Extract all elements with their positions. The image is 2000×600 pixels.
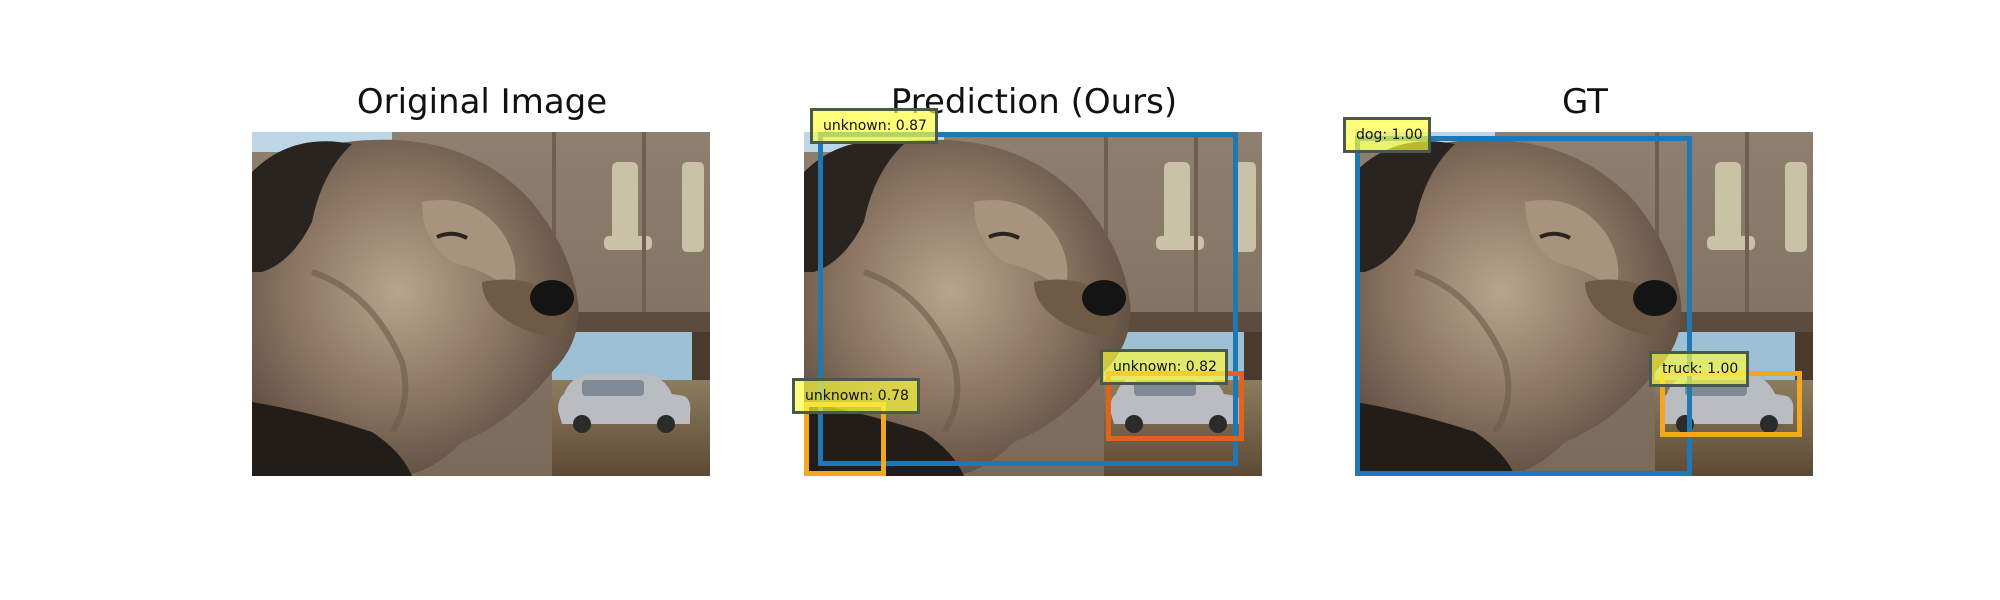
gt-dog-label: dog: 1.00 xyxy=(1343,117,1431,153)
panel-gt: GT dog: 1.00 truck: 1.00 xyxy=(1343,0,1815,600)
pred-car-label: unknown: 0.82 xyxy=(1100,349,1228,385)
gt-truck-label: truck: 1.00 xyxy=(1649,351,1749,387)
panel-title-gt: GT xyxy=(1562,82,1608,122)
panel-original: Original Image xyxy=(252,0,712,600)
pred-dog-box xyxy=(818,132,1238,466)
pred-collar-label: unknown: 0.78 xyxy=(792,378,920,414)
gt-dog-box xyxy=(1355,136,1692,476)
pred-dog-label: unknown: 0.87 xyxy=(810,108,938,144)
panel-title-prediction: Prediction (Ours) xyxy=(890,82,1178,122)
dog-photo-original xyxy=(252,132,710,476)
panel-prediction: Prediction (Ours) unknown: 0.87 unknown:… xyxy=(792,0,1264,600)
panel-title-original: Original Image xyxy=(356,82,608,122)
